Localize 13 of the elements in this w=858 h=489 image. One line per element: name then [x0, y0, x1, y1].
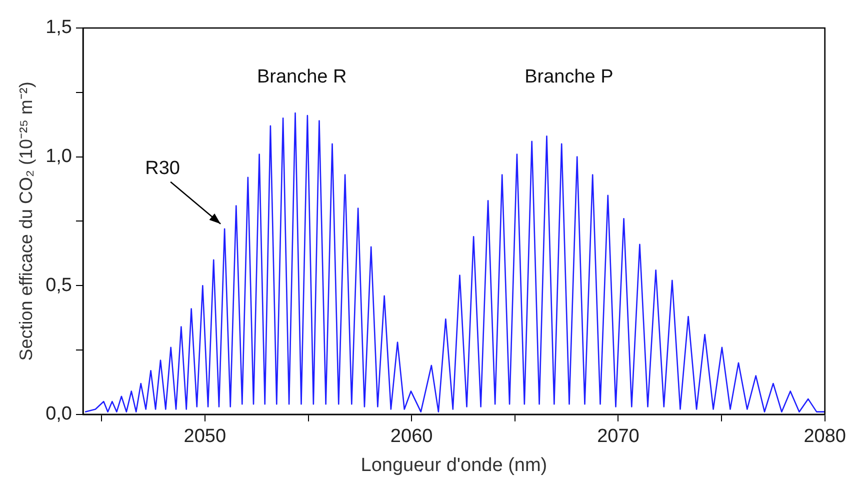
y-tick-label: 1,5 — [46, 17, 72, 38]
annotation: Branche R — [256, 66, 347, 88]
x-tick-label: 2080 — [804, 426, 846, 448]
x-tick-label: 2060 — [390, 426, 433, 448]
x-axis-title: Longueur d'onde (nm) — [360, 454, 548, 476]
annotation: R30 — [145, 158, 180, 180]
x-tick-label: 2070 — [597, 426, 640, 448]
y-tick-label: 0,5 — [46, 274, 72, 296]
annotation: Branche P — [524, 66, 614, 88]
x-tick-label: 2050 — [184, 426, 226, 448]
y-tick-label: 1,0 — [46, 146, 72, 168]
y-axis-title: Section efficace du CO₂ (10⁻²⁵ m⁻²) — [16, 82, 36, 361]
y-tick-label: 0,0 — [46, 404, 72, 425]
